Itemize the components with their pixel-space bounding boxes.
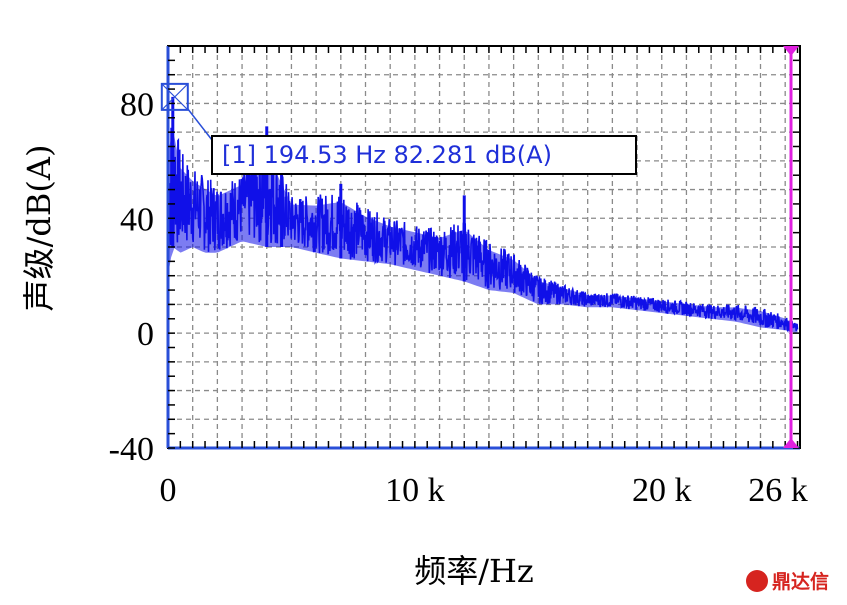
x-tick-label: 0 — [160, 472, 177, 509]
end-cursor-top-marker-icon — [783, 46, 799, 56]
signal-band — [168, 136, 798, 334]
y-tick-label: 0 — [137, 316, 154, 353]
watermark-text: 鼎达信 — [772, 570, 829, 593]
y-tick-label: -40 — [109, 431, 154, 468]
x-axis-title: 频率/Hz — [414, 552, 534, 590]
cursor-leader-line — [187, 108, 213, 141]
y-tick-label: 80 — [120, 86, 154, 123]
x-tick-label: 10 k — [385, 472, 445, 509]
y-axis-title: 声级/dB(A) — [20, 145, 58, 312]
cursor-marker-cross-icon — [161, 83, 189, 111]
cursor-label: [1] 194.53 Hz 82.281 dB(A) — [222, 141, 552, 169]
plot-frame — [166, 45, 801, 450]
signal-series — [167, 96, 799, 334]
cursor-readout: [1] 194.53 Hz 82.281 dB(A) — [160, 82, 637, 175]
cursor-marker-icon — [160, 82, 189, 111]
cursor-label-box — [211, 135, 637, 175]
watermark-logo-icon — [746, 570, 768, 592]
x-tick-label: 26 k — [748, 472, 808, 509]
end-cursor-bottom-marker-icon — [783, 438, 799, 448]
y-tick-label: 40 — [120, 201, 154, 238]
x-tick-label: 20 k — [632, 472, 692, 509]
watermark: 鼎达信 — [746, 570, 829, 593]
